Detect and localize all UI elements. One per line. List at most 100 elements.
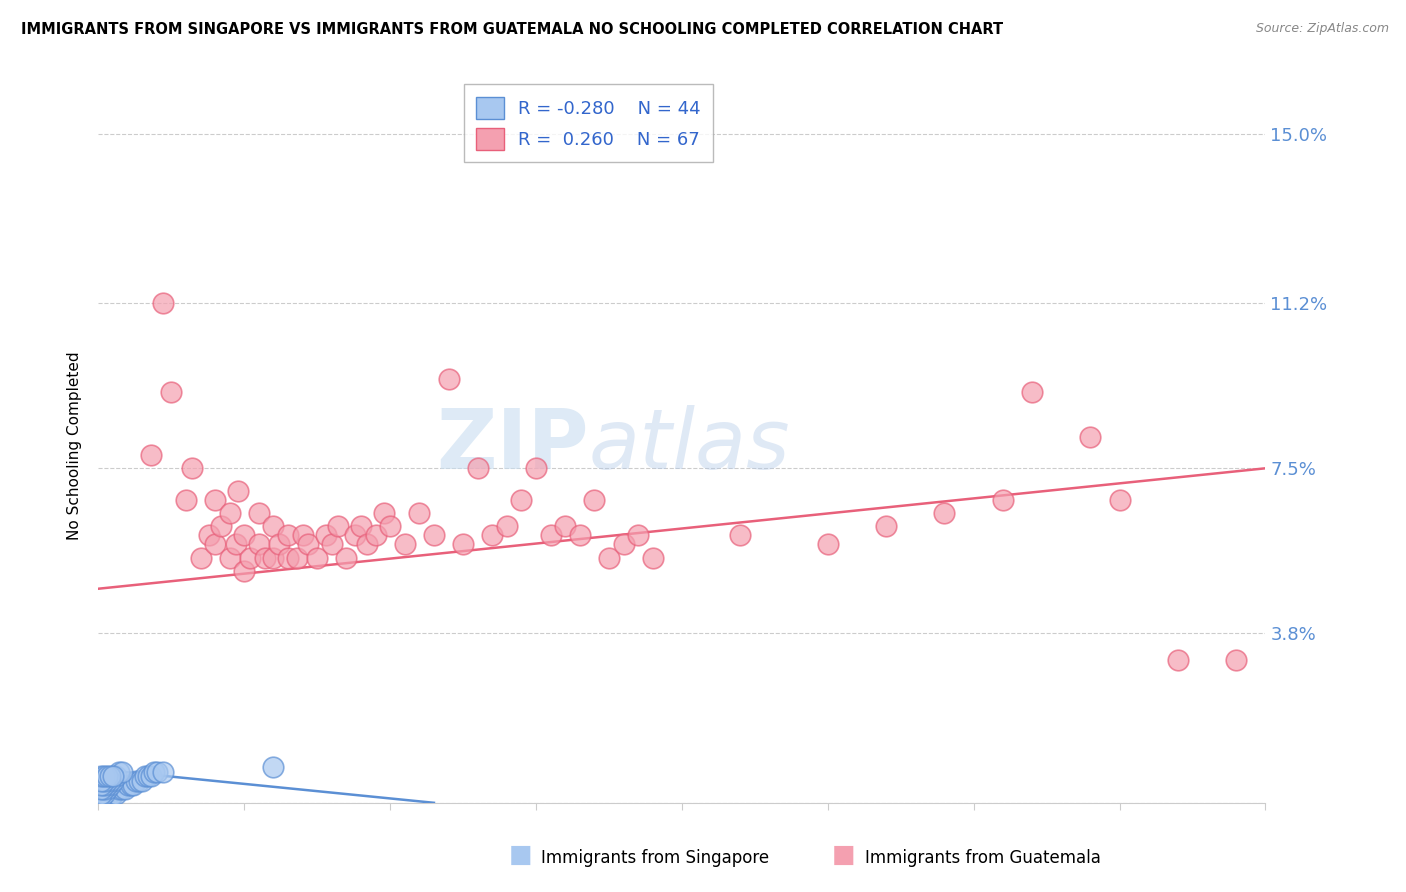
Point xyxy=(93,778,115,792)
Point xyxy=(540,528,562,542)
Point xyxy=(160,385,183,400)
Point xyxy=(98,773,121,788)
Point xyxy=(90,787,112,801)
Point xyxy=(233,564,256,578)
Point xyxy=(96,769,118,783)
Point xyxy=(93,796,115,810)
Point xyxy=(96,773,118,788)
Point xyxy=(125,773,148,788)
Point xyxy=(1225,653,1247,667)
Point xyxy=(131,773,153,788)
Point xyxy=(307,550,329,565)
Point xyxy=(627,528,650,542)
Point xyxy=(344,528,367,542)
Point xyxy=(134,769,156,783)
Point xyxy=(136,769,159,783)
Point xyxy=(297,537,319,551)
Point xyxy=(380,519,402,533)
Point xyxy=(139,448,162,462)
Point xyxy=(90,782,112,797)
Point xyxy=(1108,492,1130,507)
Point xyxy=(277,528,299,542)
Point xyxy=(204,537,226,551)
Point xyxy=(321,537,343,551)
Point xyxy=(817,537,839,551)
Point xyxy=(104,769,127,783)
Point xyxy=(180,461,202,475)
Point xyxy=(612,537,634,551)
Point xyxy=(239,550,262,565)
Point xyxy=(225,537,247,551)
Point xyxy=(934,506,956,520)
Point xyxy=(568,528,591,542)
Point xyxy=(101,787,124,801)
Point xyxy=(356,537,378,551)
Point xyxy=(98,778,121,792)
Text: Immigrants from Guatemala: Immigrants from Guatemala xyxy=(865,849,1101,867)
Point xyxy=(218,550,240,565)
Point xyxy=(253,550,276,565)
Point xyxy=(510,492,533,507)
Point xyxy=(108,782,131,797)
Point xyxy=(111,782,134,797)
Point xyxy=(117,778,139,792)
Point xyxy=(96,782,118,797)
Point xyxy=(262,550,284,565)
Legend: R = -0.280    N = 44, R =  0.260    N = 67: R = -0.280 N = 44, R = 0.260 N = 67 xyxy=(464,84,713,162)
Point xyxy=(204,492,226,507)
Point xyxy=(93,769,115,783)
Point xyxy=(146,764,169,779)
Point xyxy=(991,492,1014,507)
Point xyxy=(262,760,284,774)
Text: ■: ■ xyxy=(509,843,531,867)
Point xyxy=(554,519,576,533)
Point xyxy=(139,769,162,783)
Point xyxy=(583,492,606,507)
Point xyxy=(291,528,314,542)
Point xyxy=(269,537,291,551)
Point xyxy=(423,528,446,542)
Point xyxy=(285,550,308,565)
Point xyxy=(481,528,503,542)
Point xyxy=(111,764,134,779)
Point xyxy=(120,778,142,792)
Text: atlas: atlas xyxy=(589,406,790,486)
Point xyxy=(93,787,115,801)
Point xyxy=(198,528,221,542)
Point xyxy=(101,773,124,788)
Point xyxy=(90,791,112,805)
Y-axis label: No Schooling Completed: No Schooling Completed xyxy=(67,351,83,541)
Point xyxy=(1080,430,1102,444)
Point xyxy=(1167,653,1189,667)
Point xyxy=(467,461,489,475)
Point xyxy=(93,773,115,788)
Text: IMMIGRANTS FROM SINGAPORE VS IMMIGRANTS FROM GUATEMALA NO SCHOOLING COMPLETED CO: IMMIGRANTS FROM SINGAPORE VS IMMIGRANTS … xyxy=(21,22,1004,37)
Point xyxy=(326,519,349,533)
Point xyxy=(262,519,284,533)
Point xyxy=(524,461,547,475)
Point xyxy=(96,778,118,792)
Point xyxy=(394,537,416,551)
Point xyxy=(209,519,232,533)
Text: ■: ■ xyxy=(832,843,855,867)
Point xyxy=(233,528,256,542)
Point xyxy=(90,769,112,783)
Point xyxy=(152,764,174,779)
Point xyxy=(114,782,136,797)
Point xyxy=(90,773,112,788)
Point xyxy=(315,528,337,542)
Point xyxy=(122,778,145,792)
Point xyxy=(598,550,620,565)
Point xyxy=(98,769,121,783)
Point xyxy=(335,550,357,565)
Text: Immigrants from Singapore: Immigrants from Singapore xyxy=(541,849,769,867)
Point xyxy=(104,787,127,801)
Point xyxy=(247,537,270,551)
Point xyxy=(247,506,270,520)
Point xyxy=(98,791,121,805)
Point xyxy=(93,782,115,797)
Point xyxy=(730,528,752,542)
Point xyxy=(277,550,299,565)
Point xyxy=(1021,385,1043,400)
Point xyxy=(875,519,897,533)
